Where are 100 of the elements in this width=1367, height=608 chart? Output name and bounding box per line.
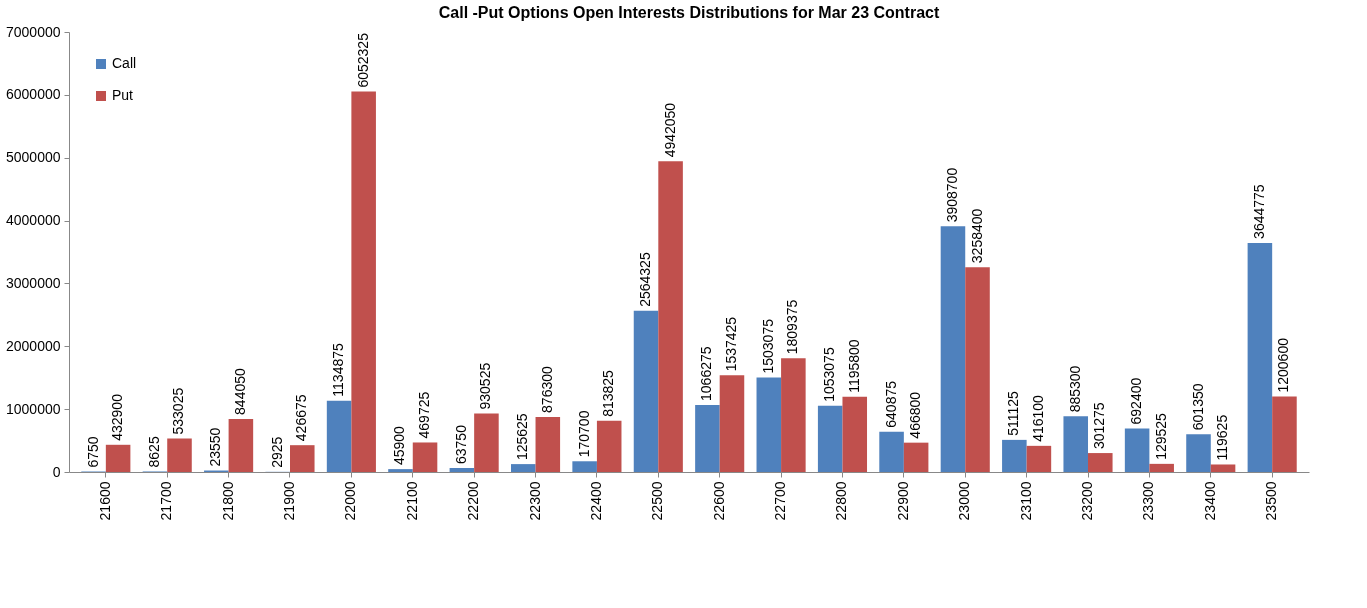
data-label: 170700 bbox=[575, 410, 592, 458]
bar bbox=[1088, 453, 1113, 472]
bar bbox=[1124, 428, 1150, 472]
x-tick-label: 22400 bbox=[587, 481, 604, 521]
data-label: 45900 bbox=[391, 425, 408, 466]
x-tick-label: 23300 bbox=[1140, 481, 1157, 521]
bar bbox=[719, 375, 745, 472]
y-tick-label: 1000000 bbox=[5, 400, 61, 417]
data-label: 813825 bbox=[600, 369, 617, 417]
data-label: 1053075 bbox=[821, 347, 838, 402]
bar bbox=[1247, 242, 1273, 472]
data-label: 844050 bbox=[231, 368, 248, 415]
legend-label: Put bbox=[112, 87, 134, 103]
data-label: 416100 bbox=[1029, 394, 1046, 442]
bar bbox=[695, 404, 720, 472]
y-tick-label: 0 bbox=[52, 463, 61, 480]
y-tick-label: 7000000 bbox=[5, 23, 61, 40]
bar bbox=[388, 469, 413, 472]
data-label: 8625 bbox=[145, 436, 162, 468]
data-label: 511125 bbox=[1005, 391, 1022, 436]
data-label: 1134875 bbox=[330, 342, 347, 397]
y-tick-label: 6000000 bbox=[5, 86, 61, 103]
bar bbox=[1210, 464, 1236, 472]
x-tick-label: 22500 bbox=[649, 481, 666, 521]
data-label: 1809375 bbox=[784, 299, 801, 355]
y-tick-label: 4000000 bbox=[5, 212, 61, 229]
data-label: 469725 bbox=[416, 391, 433, 439]
data-label: 23550 bbox=[207, 427, 224, 467]
y-tick-label: 3000000 bbox=[5, 274, 61, 291]
data-label: 6750 bbox=[84, 436, 101, 468]
x-tick-label: 23100 bbox=[1017, 481, 1034, 521]
x-tick-label: 23400 bbox=[1201, 481, 1218, 521]
legend-label: Call bbox=[112, 55, 137, 71]
data-label: 2925 bbox=[268, 436, 285, 468]
x-tick-label: 21700 bbox=[158, 481, 175, 521]
data-label: 885300 bbox=[1066, 365, 1083, 413]
data-label: 876300 bbox=[538, 365, 555, 413]
x-tick-label: 22300 bbox=[526, 481, 543, 521]
bar bbox=[940, 226, 966, 472]
data-label: 2564325 bbox=[637, 252, 654, 307]
bar bbox=[228, 418, 254, 472]
y-tick-label: 2000000 bbox=[5, 337, 61, 354]
data-label: 119625 bbox=[1214, 414, 1231, 461]
data-label: 930525 bbox=[477, 362, 494, 410]
bar bbox=[572, 461, 597, 472]
chart-title: Call -Put Options Open Interests Distributions for Mar 23 Contract bbox=[438, 4, 940, 21]
data-label: 1200600 bbox=[1275, 337, 1292, 393]
x-tick-label: 22000 bbox=[342, 481, 359, 521]
x-tick-label: 22100 bbox=[403, 481, 420, 521]
bar bbox=[1063, 416, 1089, 472]
y-tick-label: 5000000 bbox=[5, 149, 61, 166]
bar bbox=[756, 377, 782, 472]
bar bbox=[903, 442, 929, 472]
data-label: 466800 bbox=[907, 391, 924, 439]
bar bbox=[167, 438, 192, 472]
bar bbox=[658, 161, 683, 472]
data-label: 1503075 bbox=[759, 318, 776, 374]
bar bbox=[781, 358, 806, 472]
data-label: 692400 bbox=[1128, 377, 1145, 425]
x-tick-label: 23200 bbox=[1079, 481, 1096, 521]
bar bbox=[510, 464, 536, 472]
x-tick-label: 22600 bbox=[710, 481, 727, 521]
x-tick-label: 22200 bbox=[465, 481, 482, 521]
bar bbox=[1272, 396, 1297, 472]
bar bbox=[474, 413, 499, 472]
bar bbox=[879, 431, 904, 472]
x-tick-label: 23500 bbox=[1263, 481, 1280, 521]
data-label: 3644775 bbox=[1250, 184, 1267, 239]
data-label: 426675 bbox=[293, 394, 310, 442]
x-tick-label: 22900 bbox=[894, 481, 911, 521]
x-tick-label: 21900 bbox=[280, 481, 297, 521]
bar bbox=[412, 442, 438, 472]
x-tick-label: 22700 bbox=[772, 481, 789, 521]
data-label: 63750 bbox=[452, 424, 469, 464]
bar bbox=[1186, 434, 1211, 472]
bar bbox=[1026, 445, 1052, 472]
bar bbox=[842, 396, 868, 472]
data-label: 533025 bbox=[170, 387, 187, 435]
bar bbox=[535, 416, 561, 472]
data-label: 129525 bbox=[1152, 412, 1169, 460]
data-label: 3258400 bbox=[968, 208, 985, 264]
bar bbox=[105, 444, 131, 472]
data-label: 1066275 bbox=[698, 346, 715, 401]
bar bbox=[449, 467, 475, 472]
data-label: 1195800 bbox=[845, 339, 862, 393]
data-label: 3908700 bbox=[943, 167, 960, 223]
bar bbox=[965, 267, 990, 472]
x-tick-label: 23000 bbox=[956, 481, 973, 521]
bar bbox=[326, 400, 352, 472]
x-tick-label: 22800 bbox=[833, 481, 850, 521]
bar bbox=[1149, 463, 1174, 472]
x-tick-label: 21600 bbox=[96, 481, 113, 521]
data-label: 125625 bbox=[514, 413, 531, 461]
data-label: 4942050 bbox=[661, 102, 678, 158]
x-tick-label: 21800 bbox=[219, 481, 236, 521]
data-label: 432900 bbox=[109, 393, 126, 441]
bar bbox=[289, 445, 315, 472]
bar bbox=[596, 420, 622, 472]
bar bbox=[351, 91, 376, 472]
data-label: 6052325 bbox=[354, 32, 371, 88]
